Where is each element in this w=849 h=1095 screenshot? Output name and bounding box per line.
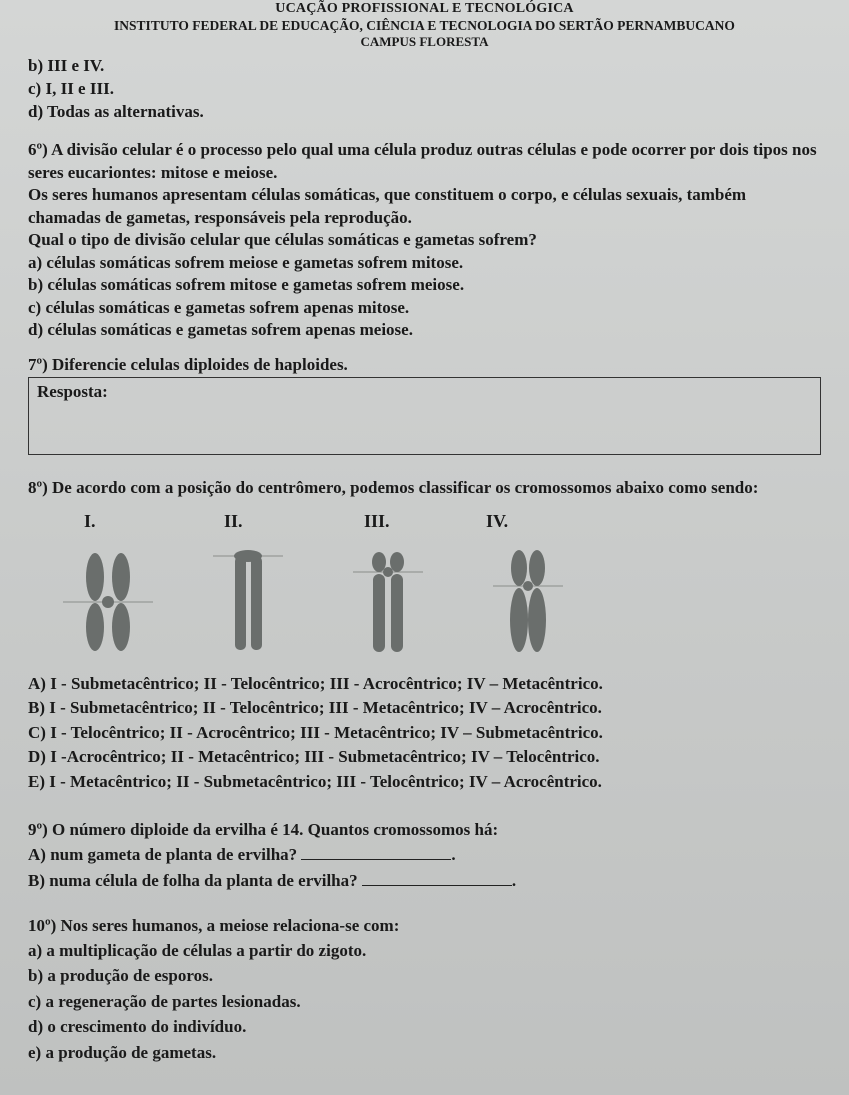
q8-options: A) I - Submetacêntrico; II - Telocêntric… [28,672,821,795]
q10-option-c: c) a regeneração de partes lesionadas. [28,989,821,1015]
q8-option-d: D) I -Acrocêntrico; II - Metacêntrico; I… [28,745,821,770]
chromosome-col-1: I. [58,510,158,662]
q10-option-b: b) a produção de esporos. [28,963,821,989]
q5-option-c: c) I, II e III. [28,78,821,101]
q9-option-b: B) numa célula de folha da planta de erv… [28,871,358,890]
chromosome-col-3: III. [338,510,438,662]
q7-answer-label: Resposta: [37,382,108,401]
chromosome-iv-icon [493,542,563,662]
question-10: 10º) Nos seres humanos, a meiose relacio… [28,915,821,1065]
q10-option-e: e) a produção de gametas. [28,1040,821,1066]
chromosome-col-2: II. [198,510,298,662]
q10-option-a: a) a multiplicação de células a partir d… [28,938,821,964]
chromosome-iii-icon [353,542,423,662]
question-8: 8º) De acordo com a posição do centrômer… [28,477,821,794]
q8-option-b: B) I - Submetacêntrico; II - Telocêntric… [28,696,821,721]
q5-tail-options: b) III e IV. c) I, II e III. d) Todas as… [28,55,821,124]
q8-option-c: C) I - Telocêntrico; II - Acrocêntrico; … [28,721,821,746]
q9-period-a: . [451,845,455,864]
q5-option-b: b) III e IV. [28,55,821,78]
q8-option-e: E) I - Metacêntrico; II - Submetacêntric… [28,770,821,795]
q5-option-d: d) Todas as alternativas. [28,101,821,124]
q9-option-a: A) num gameta de planta de ervilha? [28,845,297,864]
chromosome-ii-icon [213,542,283,662]
q6-option-c: c) células somáticas e gametas sofrem ap… [28,297,821,319]
exam-page: UCAÇÃO PROFISSIONAL E TECNOLÓGICA INSTIT… [0,0,849,1095]
q6-option-b: b) células somáticas sofrem mitose e gam… [28,274,821,296]
question-6: 6º) A divisão celular é o processo pelo … [28,139,821,341]
q7-answer-box[interactable]: Resposta: [28,377,821,455]
chromosome-row: I. II. [58,510,821,662]
page-header: UCAÇÃO PROFISSIONAL E TECNOLÓGICA INSTIT… [28,0,821,51]
q9-blank-a[interactable] [301,844,451,860]
q9-line-b: B) numa célula de folha da planta de erv… [28,868,821,894]
q10-stem: 10º) Nos seres humanos, a meiose relacio… [28,915,821,937]
q9-line-a: A) num gameta de planta de ervilha? . [28,842,821,868]
q9-blank-b[interactable] [362,869,512,885]
chrom-label-i: I. [58,510,158,534]
q8-stem: 8º) De acordo com a posição do centrômer… [28,477,821,499]
q8-option-a: A) I - Submetacêntrico; II - Telocêntric… [28,672,821,697]
question-9: 9º) O número diploide da ervilha é 14. Q… [28,817,821,894]
q9-stem: 9º) O número diploide da ervilha é 14. Q… [28,817,821,843]
q6-option-a: a) células somáticas sofrem meiose e gam… [28,252,821,274]
q6-stem-2: Os seres humanos apresentam células somá… [28,184,821,229]
q10-option-d: d) o crescimento do indivíduo. [28,1014,821,1040]
q6-stem-3: Qual o tipo de divisão celular que célul… [28,229,821,251]
header-line-1: UCAÇÃO PROFISSIONAL E TECNOLÓGICA [28,0,821,18]
chrom-label-iii: III. [338,510,438,534]
q6-stem-1: 6º) A divisão celular é o processo pelo … [28,139,821,184]
header-line-2: INSTITUTO FEDERAL DE EDUCAÇÃO, CIÊNCIA E… [28,18,821,35]
chromosome-col-4: IV. [478,510,578,662]
q6-option-d: d) células somáticas e gametas sofrem ap… [28,319,821,341]
q7-title: 7º) Diferencie celulas diploides de hapl… [28,355,821,375]
chrom-label-iv: IV. [478,510,578,534]
header-line-3: CAMPUS FLORESTA [28,34,821,50]
chromosome-i-icon [63,542,153,662]
chrom-label-ii: II. [198,510,298,534]
q9-period-b: . [512,871,516,890]
